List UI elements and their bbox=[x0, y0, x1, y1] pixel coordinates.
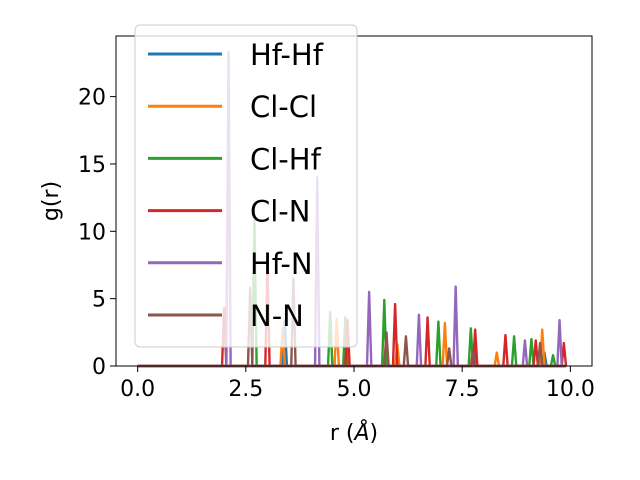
y-axis: 0 5 10 15 20 bbox=[78, 86, 116, 380]
legend: Hf-Hf Cl-Cl Cl-Hf Cl-N Hf-N N-N bbox=[134, 24, 358, 348]
legend-label-cl-n: Cl-N bbox=[250, 195, 310, 229]
legend-box bbox=[134, 24, 358, 348]
legend-label-n-n: N-N bbox=[250, 299, 304, 333]
y-tick-label: 0 bbox=[92, 355, 106, 380]
x-axis-label-unit: Å bbox=[352, 419, 369, 446]
x-tick-label: 7.5 bbox=[445, 377, 480, 402]
y-tick-label: 20 bbox=[78, 86, 106, 111]
legend-label-cl-cl: Cl-Cl bbox=[250, 90, 317, 124]
y-tick-label: 10 bbox=[78, 220, 106, 245]
x-axis-label-close: ) bbox=[370, 421, 379, 446]
x-axis-label: r (Å) bbox=[330, 419, 378, 446]
y-tick-label: 15 bbox=[78, 153, 106, 178]
x-axis: 0.0 2.5 5.0 7.5 10.0 bbox=[120, 366, 595, 402]
x-axis-label-text: r ( bbox=[330, 421, 355, 446]
x-tick-label: 2.5 bbox=[228, 377, 263, 402]
x-tick-label: 10.0 bbox=[546, 377, 595, 402]
y-tick-label: 5 bbox=[92, 288, 106, 313]
x-tick-label: 5.0 bbox=[337, 377, 372, 402]
legend-label-hf-hf: Hf-Hf bbox=[250, 38, 324, 72]
legend-label-cl-hf: Cl-Hf bbox=[250, 142, 322, 176]
x-tick-label: 0.0 bbox=[120, 377, 155, 402]
legend-label-hf-n: Hf-N bbox=[250, 247, 313, 281]
y-axis-label: g(r) bbox=[39, 181, 64, 221]
